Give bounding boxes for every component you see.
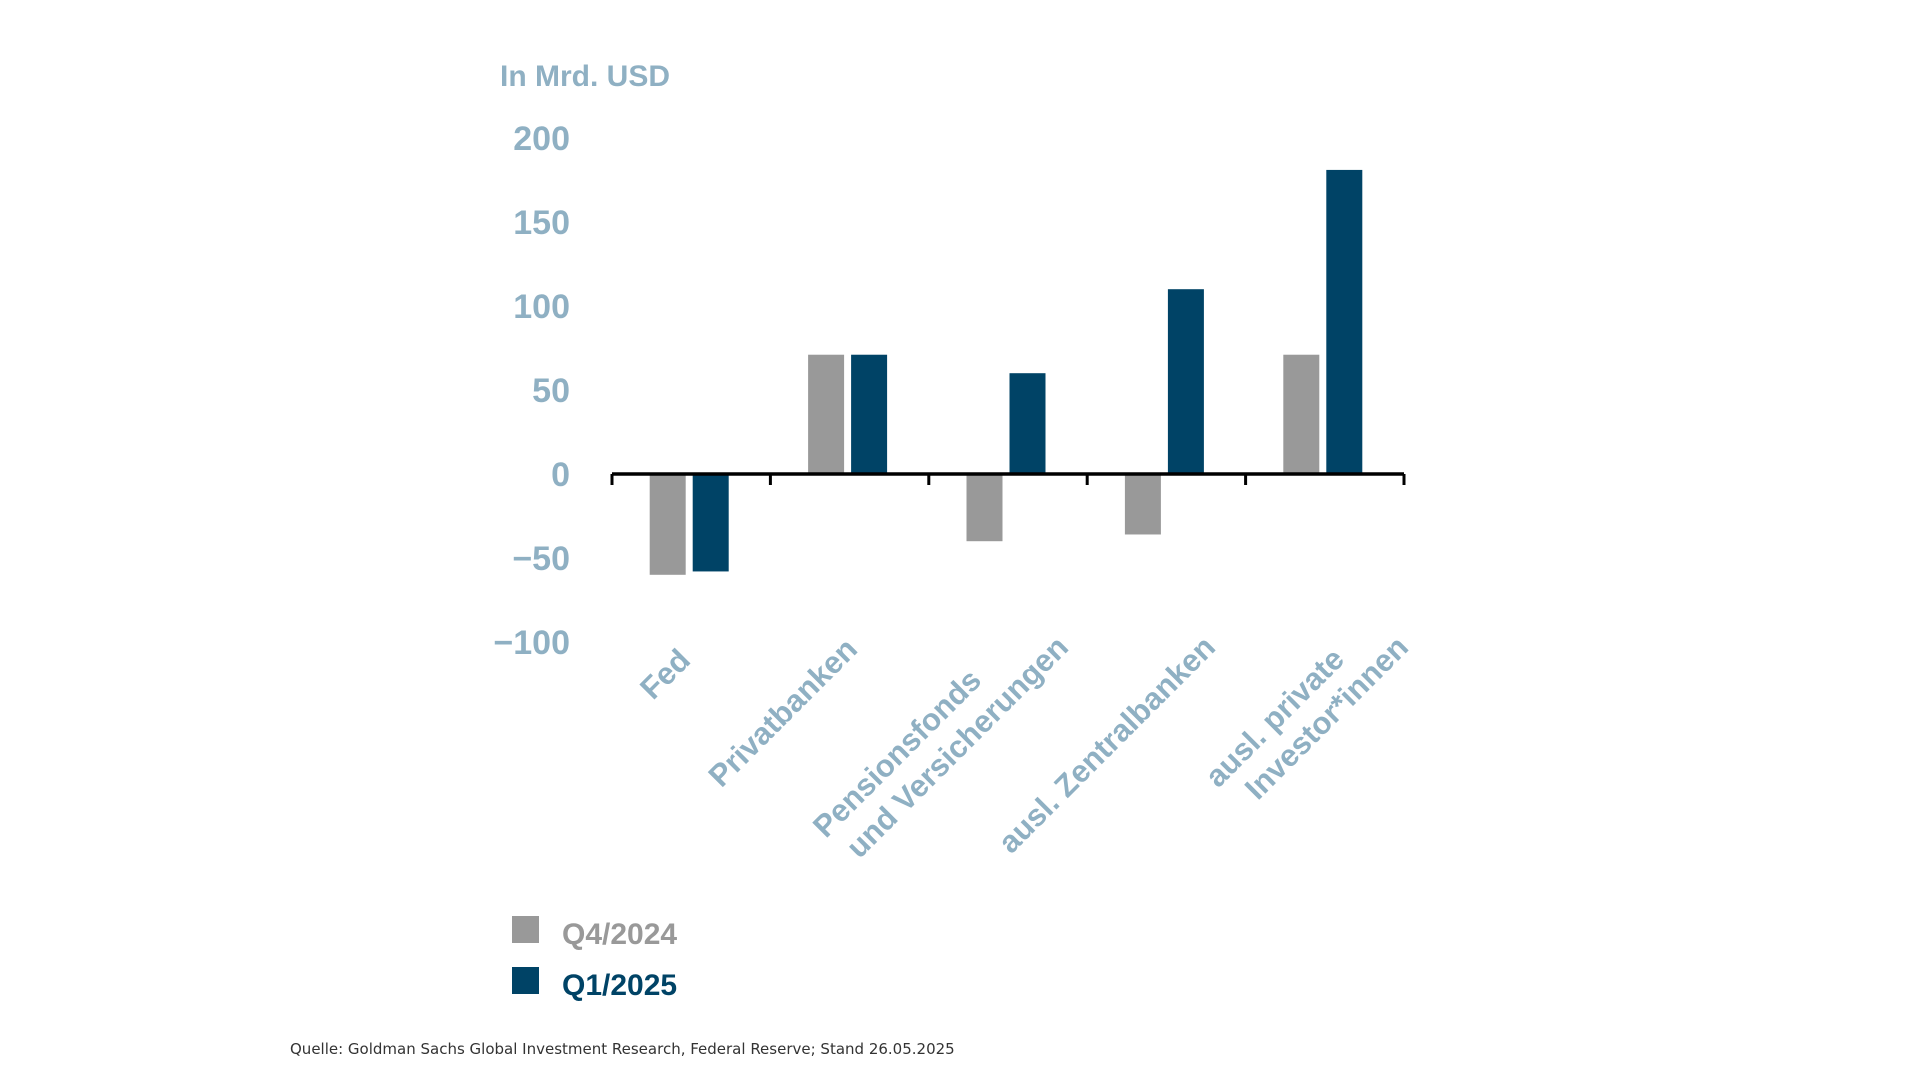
legend-swatch-q1-2025 — [512, 967, 539, 994]
legend-swatch-q4-2024 — [512, 916, 539, 943]
y-tick-label: 150 — [513, 204, 570, 242]
legend-label-q4-2024: Q4/2024 — [562, 918, 677, 951]
bar-q1-2025-0 — [692, 474, 729, 572]
bars — [649, 169, 1363, 575]
bar-q1-2025-2 — [1009, 373, 1046, 474]
bar-q4-2024-0 — [649, 474, 686, 575]
y-tick-label: −100 — [493, 624, 570, 662]
x-category-label: Privatbanken — [702, 631, 864, 793]
y-tick-label: −50 — [512, 540, 570, 578]
bar-q4-2024-3 — [1124, 474, 1161, 535]
x-category-label: Fed — [633, 642, 697, 706]
y-tick-label: 50 — [532, 372, 570, 410]
chart-title: In Mrd. USD — [500, 60, 670, 93]
bar-q1-2025-1 — [851, 354, 888, 474]
source-note: Quelle: Goldman Sachs Global Investment … — [290, 1040, 955, 1058]
legend-label-q1-2025: Q1/2025 — [562, 969, 677, 1002]
bar-q4-2024-1 — [808, 354, 845, 474]
y-tick-label: 200 — [513, 120, 570, 158]
bar-q1-2025-3 — [1167, 289, 1204, 474]
bar-q4-2024-4 — [1283, 354, 1320, 474]
y-tick-label: 0 — [551, 456, 570, 494]
x-axis — [610, 472, 1406, 485]
y-axis-ticks: 200 150 100 50 0 −50 −100 — [493, 120, 570, 662]
y-tick-label: 100 — [513, 288, 570, 326]
legend: Q4/2024 Q1/2025 — [512, 916, 677, 1002]
bar-q1-2025-4 — [1326, 169, 1363, 475]
bar-q4-2024-2 — [966, 474, 1003, 542]
